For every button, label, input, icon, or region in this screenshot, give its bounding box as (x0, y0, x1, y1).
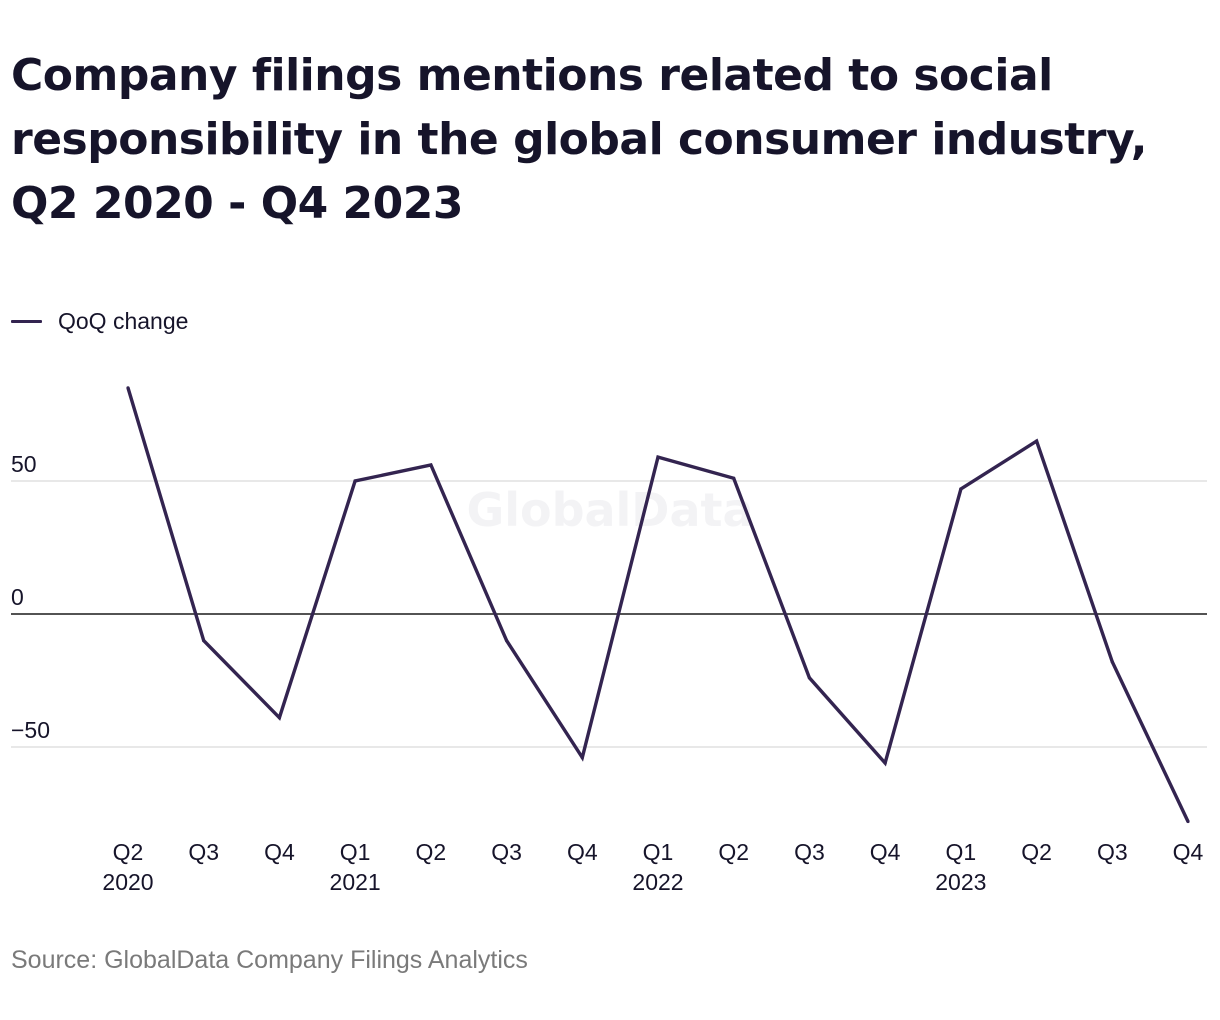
legend-label-qoq-change: QoQ change (58, 307, 189, 334)
x-tick-label-quarter: Q4 (567, 839, 598, 865)
data-point (883, 761, 887, 765)
watermark-text: GlobalData (466, 483, 753, 537)
x-tick-label-quarter: Q3 (491, 839, 522, 865)
legend: QoQ change (11, 307, 188, 335)
x-tick-label-quarter: Q1 (340, 839, 371, 865)
y-tick-label: 0 (11, 584, 24, 610)
x-tick-label-quarter: Q2 (1021, 839, 1052, 865)
x-tick-label-year: 2023 (935, 869, 986, 895)
data-point (959, 487, 963, 491)
data-point (1186, 819, 1190, 824)
data-point (656, 455, 660, 459)
gridlines (11, 480, 1207, 748)
y-tick-label: 50 (11, 451, 37, 477)
data-point (732, 476, 736, 480)
x-tick-label-quarter: Q4 (1173, 839, 1204, 865)
series-line-qoq-change (126, 387, 1190, 823)
data-point (429, 463, 433, 467)
chart-title: Company filings mentions related to soci… (11, 50, 1147, 229)
x-tick-label-quarter: Q1 (946, 839, 977, 865)
legend-swatch-qoq-change (11, 319, 42, 323)
data-point (504, 639, 509, 643)
x-tick-label-year: 2020 (102, 869, 153, 895)
data-point (126, 386, 130, 390)
data-point (1110, 660, 1114, 664)
series-qoq-change (126, 386, 1190, 824)
data-point (277, 716, 282, 720)
x-axis-tick-labels: Q2 2020 Q3 Q4 Q1 2021 Q2 Q3 Q4 Q1 2022 Q2 Q3 Q4 Q1 2023… (102, 839, 1203, 895)
x-tick-label-quarter: Q2 (113, 839, 144, 865)
x-tick-label-quarter: Q2 (416, 839, 447, 865)
x-tick-label-quarter: Q3 (188, 839, 219, 865)
y-axis-tick-labels: 50 0 −50 (11, 451, 50, 743)
x-tick-label-quarter: Q4 (264, 839, 295, 865)
source-note: Source: GlobalData Company Filings Analy… (11, 946, 528, 974)
x-tick-label-quarter: Q1 (643, 839, 674, 865)
x-tick-label-quarter: Q3 (1097, 839, 1128, 865)
x-tick-label-year: 2022 (632, 869, 683, 895)
data-point (1034, 439, 1039, 443)
data-point (202, 639, 206, 643)
data-point (353, 479, 357, 483)
x-tick-label-quarter: Q3 (794, 839, 825, 865)
x-tick-label-year: 2021 (330, 869, 381, 895)
x-tick-label-quarter: Q4 (870, 839, 901, 865)
data-point (807, 676, 812, 680)
y-tick-label: −50 (11, 717, 50, 743)
x-tick-label-quarter: Q2 (718, 839, 749, 865)
data-point (580, 756, 584, 760)
